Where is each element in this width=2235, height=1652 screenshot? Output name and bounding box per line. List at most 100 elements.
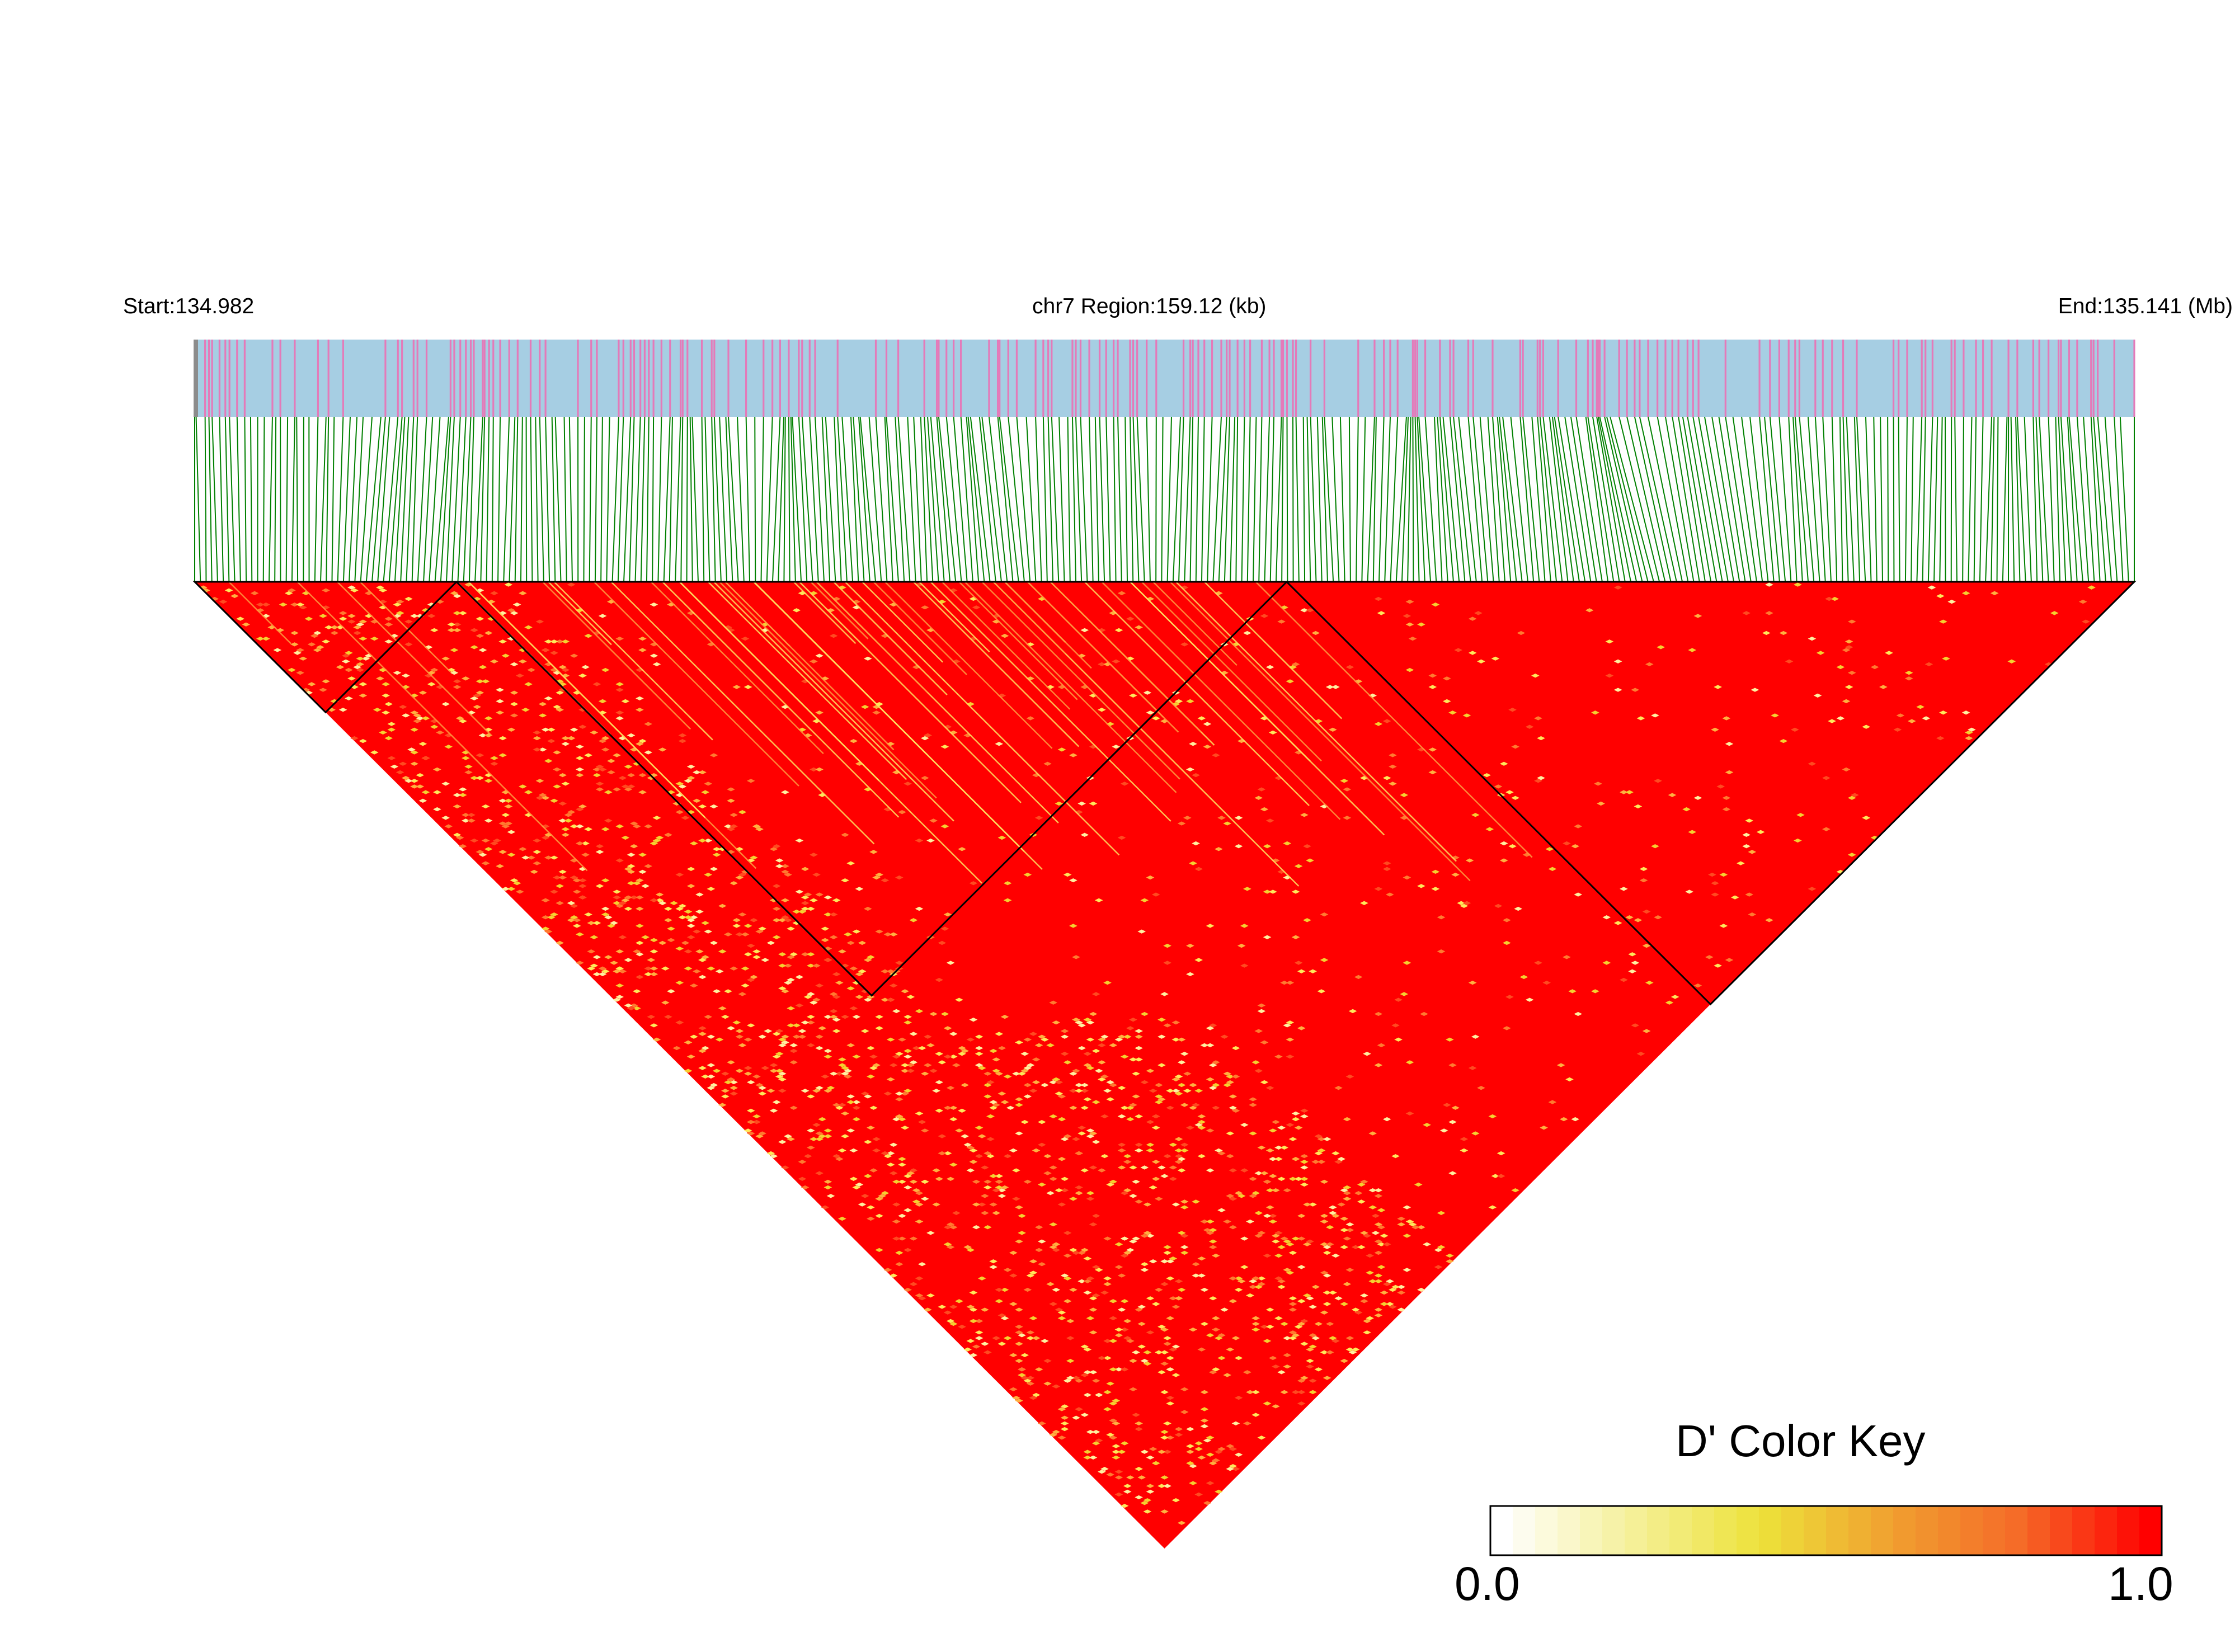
ld-cell xyxy=(1254,1284,1263,1289)
ld-cell xyxy=(1171,1020,1180,1025)
ld-cell xyxy=(1186,767,1194,772)
ld-cell xyxy=(319,688,327,692)
ld-cell xyxy=(550,798,558,803)
ld-cell xyxy=(1745,818,1754,823)
ld-cell xyxy=(681,816,690,820)
ld-cell xyxy=(684,966,693,971)
ld-cell xyxy=(1382,1117,1391,1122)
snp-connector-line xyxy=(1704,416,1735,582)
ld-cell xyxy=(721,1094,730,1099)
ld-cell xyxy=(1020,1119,1029,1124)
ld-cell xyxy=(869,1055,878,1059)
ld-cell xyxy=(1060,1273,1069,1278)
snp-connector-line xyxy=(1610,416,1654,582)
snp-connector-line xyxy=(1732,416,1757,582)
ld-cell xyxy=(798,727,807,732)
ld-cell xyxy=(1091,1140,1100,1144)
ld-cell xyxy=(1309,969,1317,973)
ld-cell xyxy=(1166,1395,1175,1400)
ld-cell xyxy=(1682,807,1691,812)
ld-cell xyxy=(781,1165,789,1170)
ld-cell xyxy=(1306,1347,1314,1352)
ld-cell xyxy=(1143,1350,1152,1354)
ld-cell xyxy=(1052,1248,1061,1253)
ld-cell xyxy=(1052,1384,1061,1389)
ld-cell xyxy=(624,787,633,792)
ld-cell xyxy=(1189,1481,1197,1485)
ld-cell xyxy=(955,997,963,1002)
ld-cell xyxy=(1254,1211,1263,1215)
ld-cell xyxy=(709,940,718,945)
ld-cell xyxy=(969,1353,978,1358)
ld-cell xyxy=(304,616,313,621)
ld-cell xyxy=(262,636,270,641)
ld-cell xyxy=(592,682,601,686)
ld-cell xyxy=(652,838,661,843)
ld-cell xyxy=(886,997,895,1002)
ld-cell xyxy=(1711,881,1719,886)
ld-cell xyxy=(1847,853,1856,857)
ld-cell xyxy=(1177,1168,1186,1173)
ld-cell xyxy=(938,1305,947,1309)
ld-cell xyxy=(744,1128,752,1133)
snp-connector-line xyxy=(314,416,319,582)
snp-connector-line xyxy=(1113,416,1117,582)
ld-cell xyxy=(1060,1188,1069,1193)
ld-cell xyxy=(658,940,667,945)
ld-cell xyxy=(1297,1265,1306,1269)
ld-cell xyxy=(621,835,630,840)
snp-connector-line xyxy=(868,416,882,582)
ld-cell xyxy=(1263,1253,1272,1258)
ld-cell xyxy=(1571,844,1580,849)
ld-cell xyxy=(678,738,687,743)
ld-cell xyxy=(430,628,439,633)
ld-cell xyxy=(904,1287,912,1292)
ld-cell xyxy=(920,1179,929,1184)
ld-cell xyxy=(601,736,610,741)
ld-cell xyxy=(801,895,810,900)
snp-connector-line xyxy=(924,416,934,582)
ld-cell xyxy=(507,727,516,732)
ld-cell xyxy=(1117,1034,1126,1039)
snp-connector-line xyxy=(1596,416,1626,582)
ld-cell xyxy=(1169,1142,1178,1147)
snp-connector-line xyxy=(617,416,624,582)
ld-streak xyxy=(468,581,706,818)
ld-cell xyxy=(824,1089,832,1093)
ld-cell xyxy=(946,1222,955,1227)
ld-cell xyxy=(1075,1407,1083,1411)
snp-connector-line xyxy=(520,416,523,582)
snp-connector-line xyxy=(771,416,781,582)
snp-connector-line xyxy=(850,416,859,582)
ld-cell xyxy=(1382,776,1391,780)
ld-cell xyxy=(917,1046,926,1051)
ld-cell xyxy=(744,1037,752,1042)
ld-cell xyxy=(1591,710,1599,715)
ld-cell xyxy=(1303,1202,1311,1207)
ld-cell xyxy=(707,966,716,971)
ld-cell xyxy=(1382,861,1391,865)
ld-cell xyxy=(1083,1449,1092,1454)
ld-cell xyxy=(1571,1117,1580,1122)
snp-connector-line xyxy=(195,416,201,582)
ld-cell xyxy=(1366,1316,1374,1320)
ld-cell xyxy=(393,602,402,607)
snp-connector-line xyxy=(841,416,854,582)
ld-cell xyxy=(324,625,333,629)
ld-cell xyxy=(1160,1509,1169,1514)
ld-cell xyxy=(735,1029,744,1033)
ld-streak xyxy=(650,581,824,754)
snp-connector-line xyxy=(1822,416,1832,582)
ld-cell xyxy=(1055,1307,1064,1312)
ld-cell xyxy=(810,659,818,663)
ld-cell xyxy=(1922,716,1931,721)
ld-cell xyxy=(749,975,758,980)
ld-cell xyxy=(1320,958,1329,962)
ld-cell xyxy=(1055,1091,1064,1096)
ld-cell xyxy=(470,776,478,780)
ld-cell xyxy=(1794,838,1802,843)
ld-cell xyxy=(476,850,484,854)
ld-cell xyxy=(347,614,356,618)
ld-cell xyxy=(1132,1071,1140,1076)
ld-cell xyxy=(1154,1094,1163,1099)
